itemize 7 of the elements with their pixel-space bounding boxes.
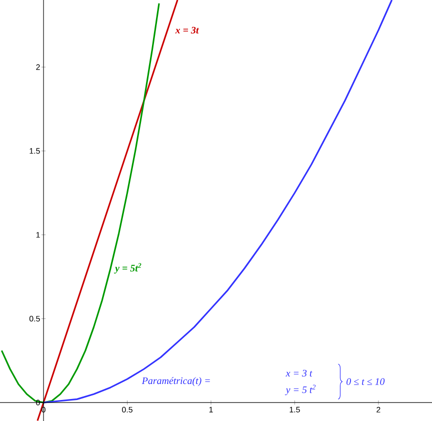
- annotation: y = 5 t$^{2}$: [285, 384, 316, 396]
- annotation: x = 3t: [175, 26, 199, 34]
- annotation: Paramétrica(t) =: [142, 377, 210, 386]
- line-series: [42, 0, 393, 404]
- annotation: y = 5t$^{2}$: [114, 263, 142, 274]
- annotation: 0 ≤ t ≤ 10: [346, 378, 385, 385]
- annotation: x = 3 t: [286, 370, 312, 377]
